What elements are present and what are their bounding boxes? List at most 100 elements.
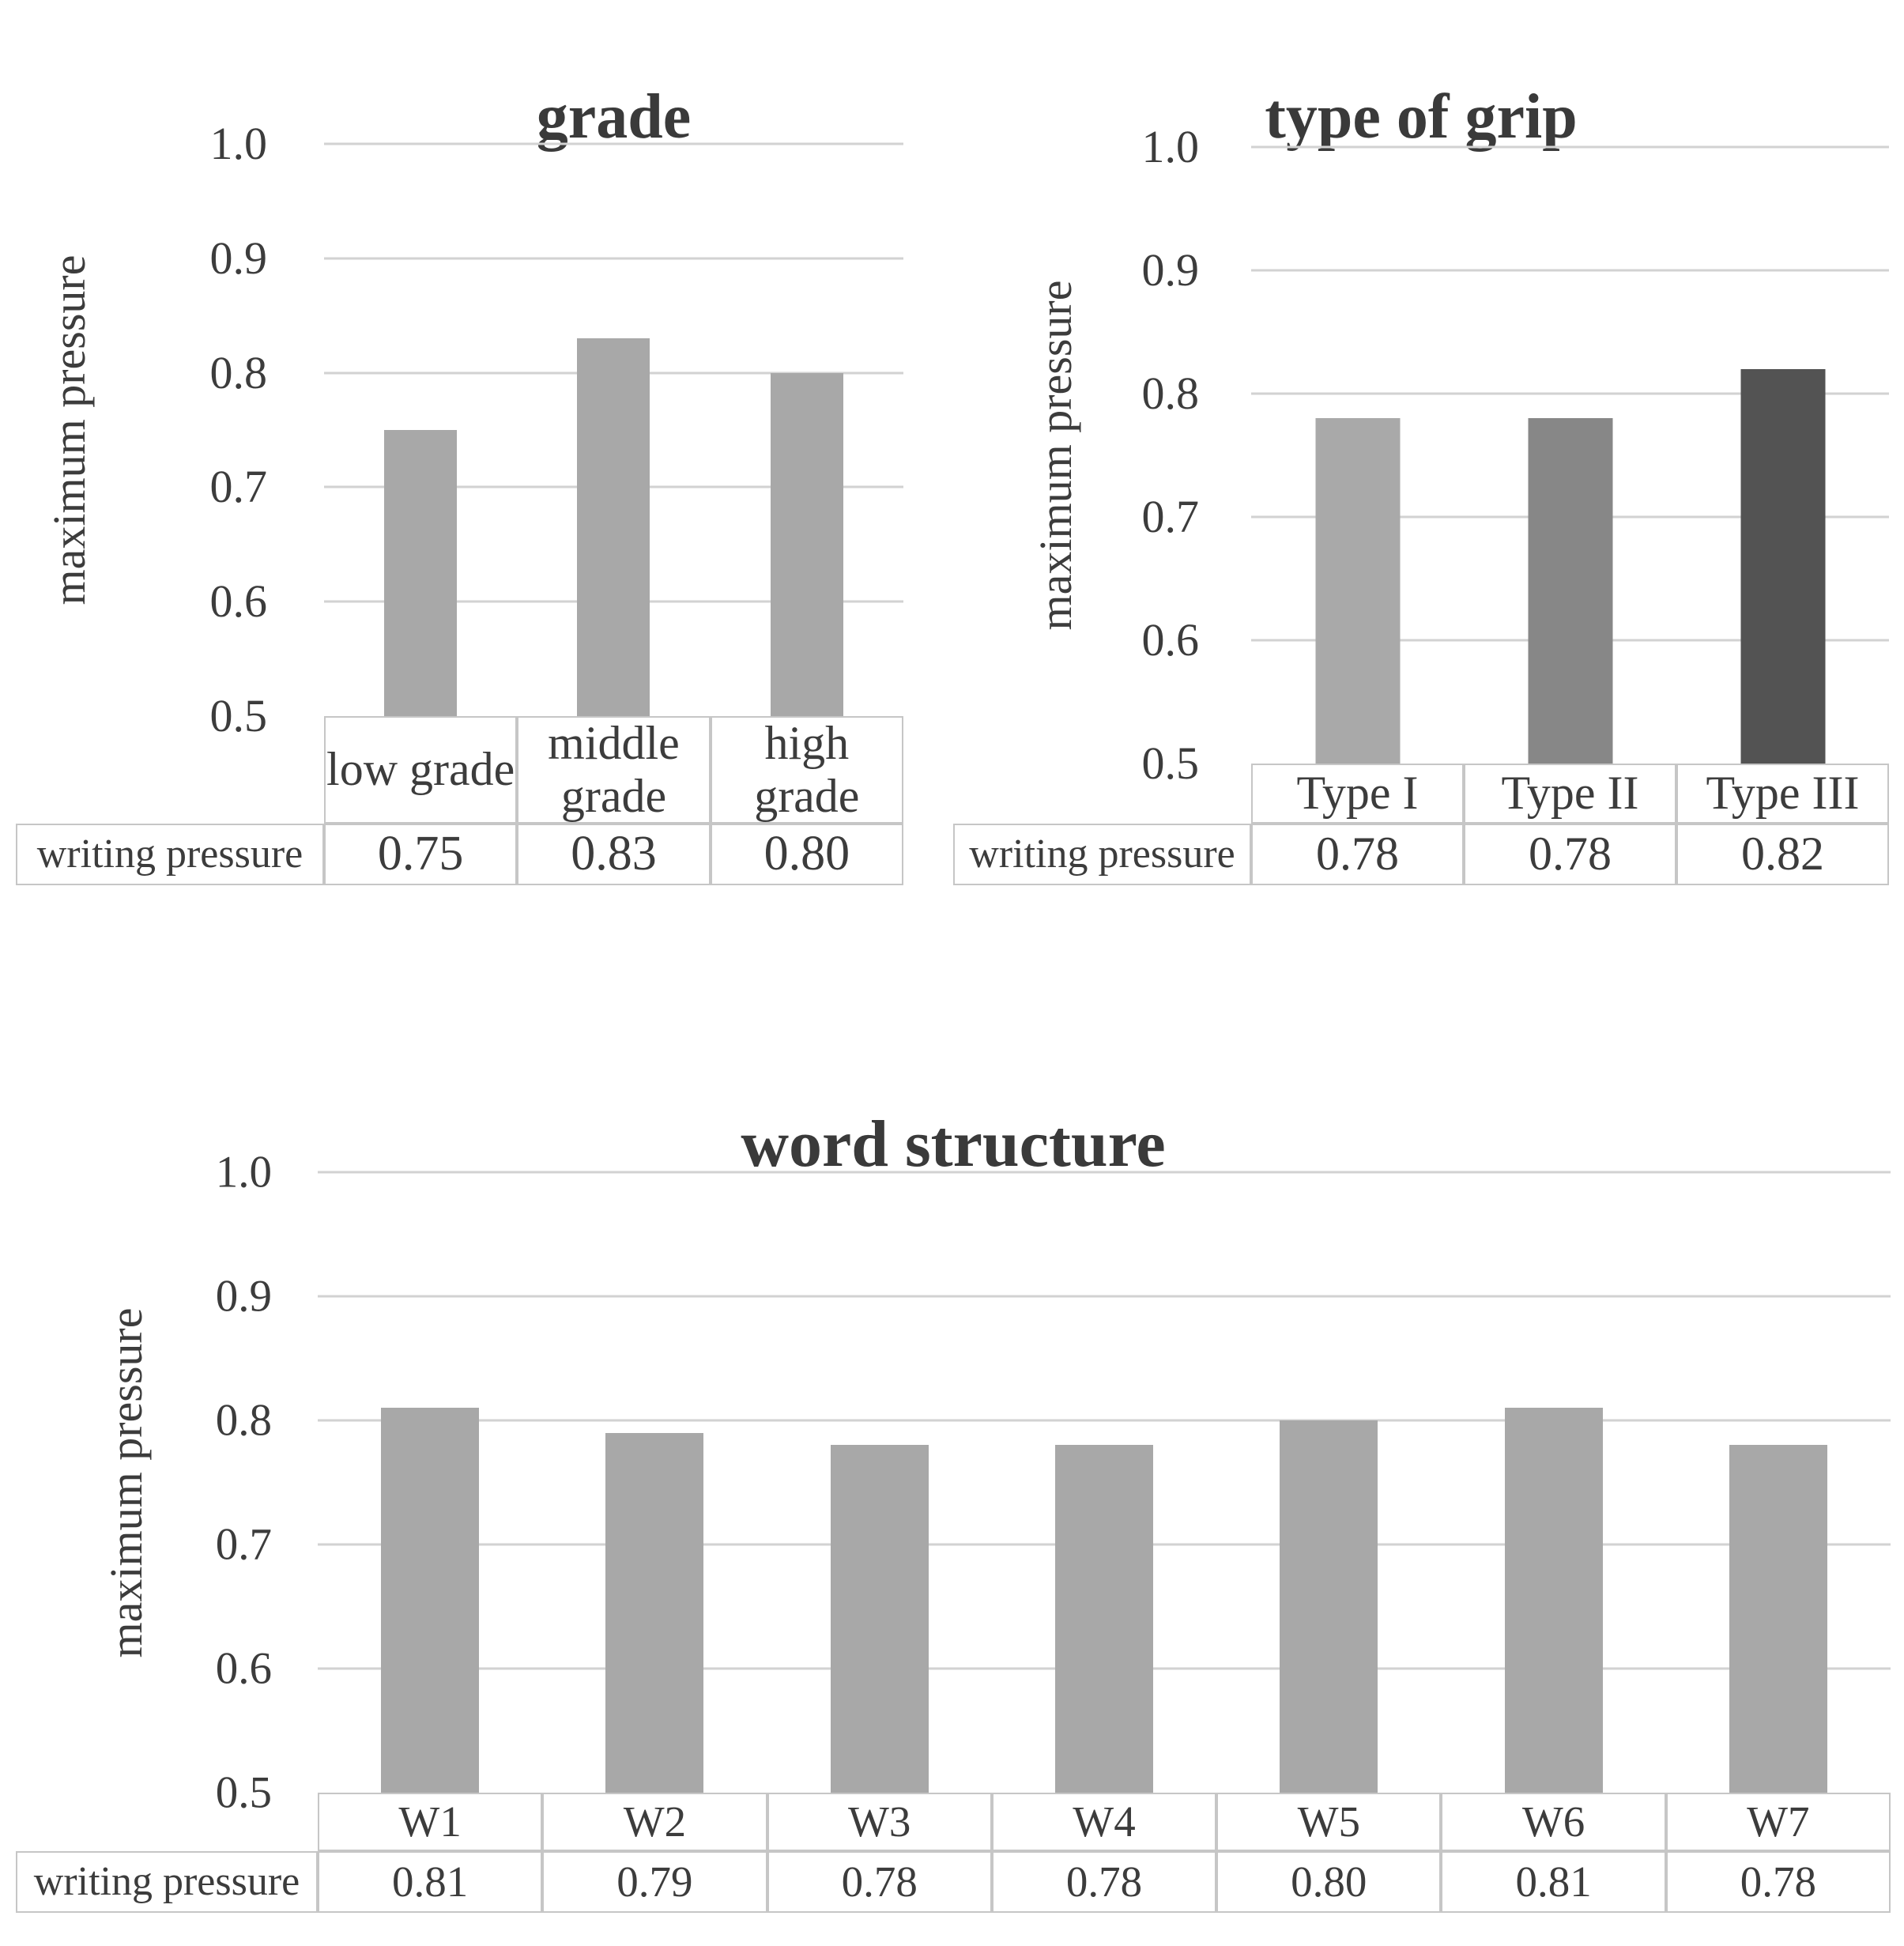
bar-slot	[711, 144, 903, 716]
bar-middle-grade	[577, 338, 650, 716]
bar-series	[1251, 147, 1889, 764]
y-tick-label: 0.8	[215, 1395, 272, 1446]
value-cell: 0.78	[991, 1851, 1217, 1913]
bar-w5	[1280, 1420, 1378, 1793]
bar-slot	[1464, 147, 1676, 764]
bar-type-iii	[1740, 368, 1825, 764]
bar-slot	[318, 1172, 542, 1793]
y-tick-label: 1.0	[1141, 121, 1200, 172]
y-axis: maximum pressure 1.0 0.9 0.8 0.7 0.6 0.5	[16, 121, 324, 739]
chart-title: word structure	[741, 1107, 1166, 1181]
bar-type-i	[1315, 418, 1400, 764]
category-cell: Type I	[1251, 764, 1464, 824]
value-cell: 0.78	[1464, 824, 1676, 885]
y-tick-label: 0.7	[1141, 491, 1200, 542]
bar-low-grade	[384, 430, 458, 716]
y-tick-label: 0.9	[1141, 244, 1200, 296]
y-axis: maximum pressure 1.0 0.9 0.8 0.7 0.6 0.5	[16, 1150, 318, 1816]
category-cell: W5	[1216, 1793, 1442, 1851]
bar-slot	[542, 1172, 767, 1793]
y-tick-label: 0.6	[209, 575, 268, 628]
bar-w6	[1504, 1408, 1603, 1793]
bar-slot	[1441, 1172, 1665, 1793]
row-label-cell: writing pressure	[953, 824, 1251, 885]
bar-slot	[767, 1172, 992, 1793]
category-cell: middle grade	[517, 716, 711, 824]
value-cell: 0.83	[517, 824, 711, 885]
gridline	[324, 257, 903, 260]
gridline	[1251, 392, 1889, 395]
bar-slot	[324, 144, 517, 716]
value-cell: 0.82	[1676, 824, 1889, 885]
bar-w2	[605, 1432, 704, 1793]
category-cell: high grade	[710, 716, 903, 824]
gridline	[1251, 145, 1889, 149]
bar-series	[318, 1172, 1891, 1793]
bar-w1	[381, 1408, 480, 1793]
gridline	[1251, 269, 1889, 272]
value-cell: 0.80	[1216, 1851, 1442, 1913]
plot-area	[318, 1171, 1891, 1793]
y-tick-label: 0.9	[215, 1271, 272, 1322]
table-spacer	[16, 716, 324, 824]
y-tick-label: 0.8	[1141, 368, 1200, 419]
value-cell: 0.81	[1441, 1851, 1666, 1913]
gridline	[324, 142, 903, 145]
bar-slot	[1676, 147, 1889, 764]
bar-high-grade	[770, 372, 843, 716]
bar-slot	[1666, 1172, 1891, 1793]
bar-w4	[1054, 1445, 1153, 1793]
chart-title: grade	[536, 82, 692, 153]
value-row: writing pressure 0.78 0.78 0.82	[953, 824, 1889, 885]
y-tick-label: 1.0	[209, 118, 268, 169]
y-tick-label: 0.7	[215, 1519, 272, 1570]
category-cell: W6	[1441, 1793, 1666, 1851]
y-tick-label: 1.0	[215, 1147, 272, 1197]
chart-title: type of grip	[1265, 82, 1578, 153]
category-cell: W1	[318, 1793, 543, 1851]
y-tick-label: 0.6	[215, 1643, 272, 1694]
type-of-grip-chart: type of grip maximum pressure 1.0 0.9 0.8 0…	[953, 16, 1889, 885]
value-cell: 0.78	[767, 1851, 992, 1913]
category-cell: low grade	[324, 716, 518, 824]
value-row: writing pressure 0.75 0.83 0.80	[16, 824, 903, 885]
y-tick-label: 0.9	[209, 232, 268, 284]
value-cell: 0.78	[1665, 1851, 1891, 1913]
y-tick-label: 0.5	[215, 1767, 272, 1818]
grade-chart: grade maximum pressure 1.0 0.9 0.8 0.7 0.6 0.…	[16, 16, 903, 885]
category-cell: Type II	[1464, 764, 1676, 824]
bar-w7	[1729, 1445, 1827, 1793]
category-row: Type I Type II Type III	[953, 764, 1889, 824]
y-tick-label: 0.7	[209, 461, 268, 513]
value-cell: 0.78	[1251, 824, 1464, 885]
bar-slot	[1251, 147, 1464, 764]
y-axis-title: maximum pressure	[1030, 280, 1081, 631]
table-spacer	[953, 764, 1251, 824]
bar-slot	[517, 144, 710, 716]
gridline	[318, 1419, 1891, 1422]
top-chart-row: grade maximum pressure 1.0 0.9 0.8 0.7 0.6 0.…	[0, 0, 1904, 885]
y-axis-title: maximum pressure	[100, 1307, 152, 1657]
category-cell: W4	[991, 1793, 1217, 1851]
value-cell: 0.75	[324, 824, 518, 885]
value-cell: 0.79	[542, 1851, 767, 1913]
word-structure-chart: word structure maximum pressure 1.0 0.9 0.…	[16, 1050, 1891, 1913]
y-tick-label: 0.8	[209, 346, 268, 398]
y-tick-label: 0.6	[1141, 614, 1200, 666]
gridline	[318, 1171, 1891, 1174]
y-axis-title: maximum pressure	[43, 255, 95, 605]
value-cell: 0.80	[710, 824, 903, 885]
category-row: low grade middle grade high grade	[16, 716, 903, 824]
bar-w3	[830, 1445, 929, 1793]
y-axis: maximum pressure 1.0 0.9 0.8 0.7 0.6 0.5	[953, 124, 1251, 786]
plot-area	[324, 142, 903, 716]
value-cell: 0.81	[318, 1851, 543, 1913]
category-cell: W2	[542, 1793, 767, 1851]
category-row: W1 W2 W3 W4 W5 W6 W7	[16, 1793, 1891, 1851]
row-label-cell: writing pressure	[16, 824, 324, 885]
table-spacer	[16, 1793, 318, 1851]
plot-area	[1251, 145, 1889, 764]
bar-slot	[1216, 1172, 1441, 1793]
bar-type-ii	[1528, 418, 1612, 764]
